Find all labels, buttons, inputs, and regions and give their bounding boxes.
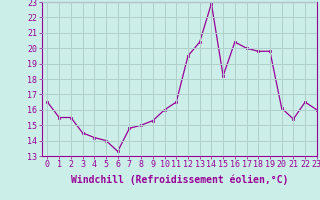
X-axis label: Windchill (Refroidissement éolien,°C): Windchill (Refroidissement éolien,°C) bbox=[70, 175, 288, 185]
